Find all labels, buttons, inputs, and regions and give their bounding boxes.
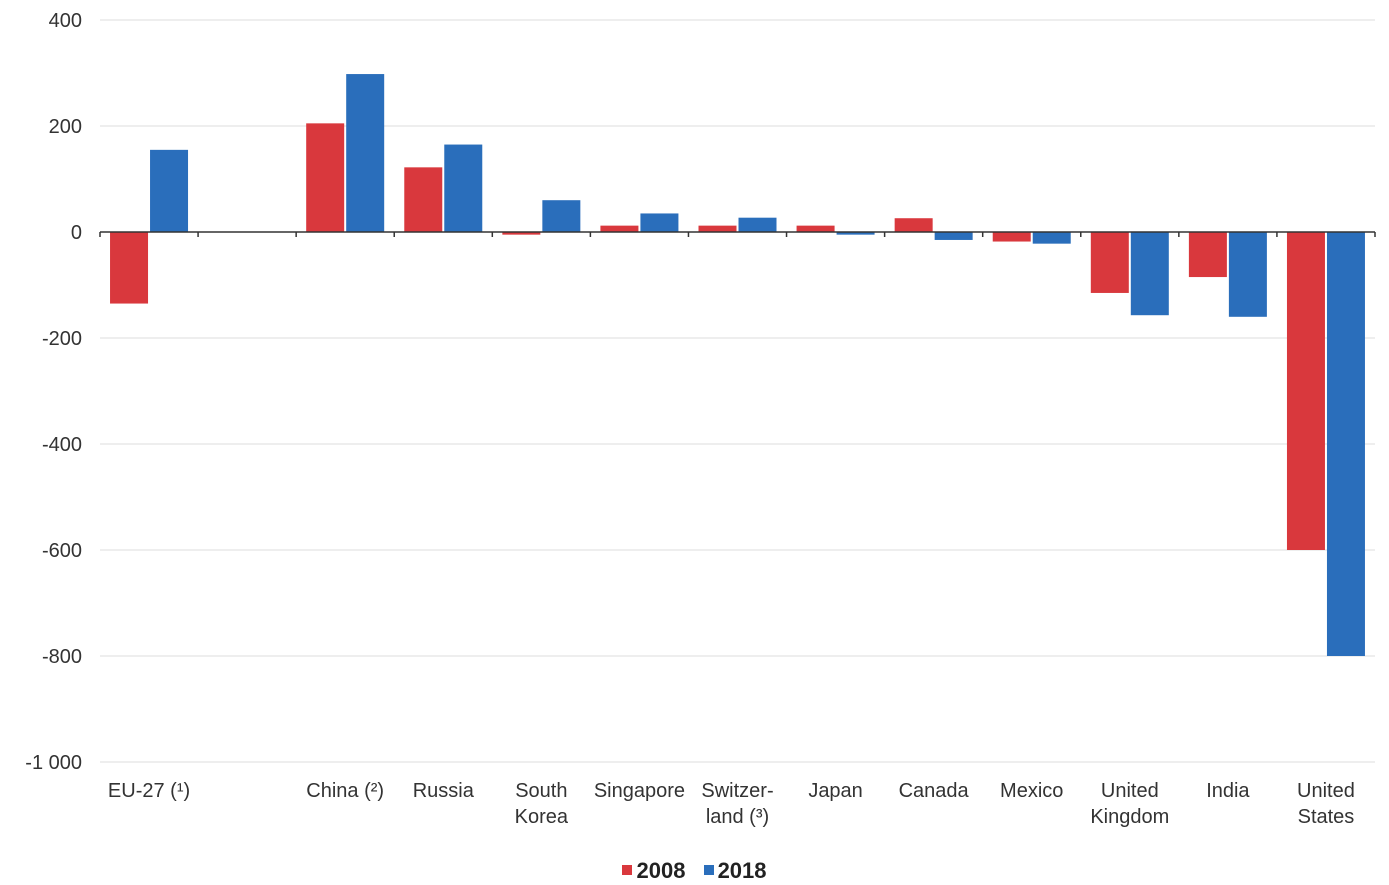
bar-2008 <box>796 225 835 232</box>
legend-label-2008: 2008 <box>636 858 686 883</box>
category-label: India <box>1206 780 1250 802</box>
bar-2018 <box>150 149 189 232</box>
bar-2018 <box>1130 232 1169 316</box>
bar-2018 <box>1032 232 1071 244</box>
y-tick-label: -800 <box>42 646 82 668</box>
category-label: EU-27 (¹) <box>108 780 190 802</box>
bar-2018 <box>1228 232 1267 317</box>
legend-swatch-2008 <box>622 865 633 876</box>
bar-2018 <box>346 74 385 232</box>
category-label: Japan <box>808 780 863 802</box>
y-tick-label: -1 000 <box>25 752 82 774</box>
bar-2018 <box>1326 232 1365 656</box>
bar-2008 <box>404 167 443 232</box>
legend-item-2018: 2018 <box>703 858 767 884</box>
category-label: Mexico <box>1000 780 1063 802</box>
category-label: Russia <box>413 780 475 802</box>
bar-2008 <box>992 232 1031 242</box>
bar-2008 <box>1188 232 1227 278</box>
y-tick-label: 400 <box>49 10 82 32</box>
category-label: Korea <box>515 806 569 828</box>
y-tick-label: -400 <box>42 434 82 456</box>
legend-item-2008: 2008 <box>622 858 685 884</box>
bar-2018 <box>934 232 973 240</box>
category-label: United <box>1101 780 1159 802</box>
y-tick-label: 0 <box>71 222 82 244</box>
category-label: Switzer- <box>701 780 773 802</box>
bar-2018 <box>738 217 777 232</box>
category-label: China (²) <box>306 780 384 802</box>
category-label: Canada <box>899 780 970 802</box>
category-label: South <box>515 780 567 802</box>
category-label: United <box>1297 780 1355 802</box>
legend-swatch-2018 <box>703 865 714 876</box>
bar-2008 <box>306 123 345 232</box>
bar-2008 <box>894 218 933 232</box>
bar-2018 <box>836 232 875 235</box>
y-tick-label: -200 <box>42 328 82 350</box>
bar-2008 <box>600 225 639 232</box>
category-label: Kingdom <box>1090 806 1169 828</box>
category-label: States <box>1298 806 1355 828</box>
bar-2018 <box>444 144 483 232</box>
y-tick-label: -600 <box>42 540 82 562</box>
bar-2018 <box>542 200 581 232</box>
legend: 2008 2018 <box>0 858 1389 884</box>
category-label: land (³) <box>706 806 769 828</box>
y-tick-label: 200 <box>49 116 82 138</box>
legend-label-2018: 2018 <box>717 858 767 883</box>
category-label: Singapore <box>594 780 685 802</box>
bar-2008 <box>110 232 149 304</box>
bar-2008 <box>1090 232 1129 293</box>
bar-2008 <box>1286 232 1325 550</box>
bar-2008 <box>502 232 541 235</box>
bar-2008 <box>698 225 737 232</box>
bar-2018 <box>640 213 679 232</box>
